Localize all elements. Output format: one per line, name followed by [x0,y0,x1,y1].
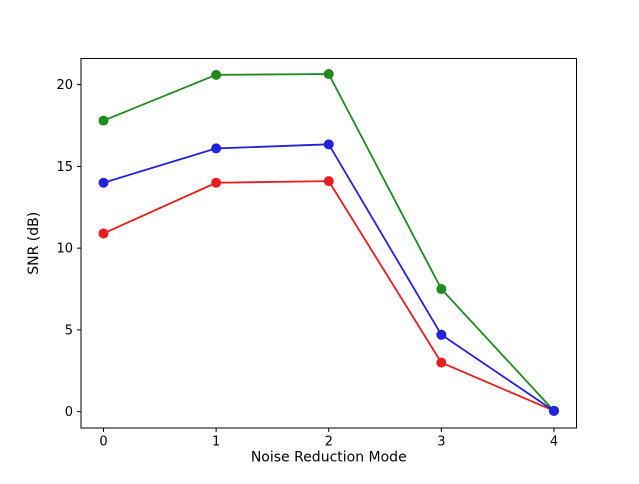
x-axis-tick-label: 3 [437,435,445,450]
green-series-marker [323,69,334,80]
green-series-marker [98,115,109,126]
green-series-marker [211,69,222,80]
y-axis-label: SNR (dB) [26,212,42,275]
y-axis-tick-label: 20 [56,78,73,93]
blue-series-marker [436,329,447,340]
blue-series-marker [548,405,559,416]
x-axis-tick-label: 2 [325,435,333,450]
x-axis-tick-label: 0 [99,435,107,450]
blue-series-marker [98,177,109,188]
y-axis-tick-label: 15 [56,160,73,175]
red-series-marker [211,177,222,188]
x-axis-label: Noise Reduction Mode [251,450,407,466]
y-axis-tick-label: 0 [65,405,73,420]
red-series-marker [98,228,109,239]
red-series-marker [323,176,334,187]
blue-series-marker [323,139,334,150]
y-axis-tick-label: 5 [65,323,73,338]
blue-series-marker [211,143,222,154]
red-series-marker [436,357,447,368]
x-axis-tick-label: 4 [550,435,558,450]
green-series-marker [436,284,447,295]
x-axis-tick-label: 1 [212,435,220,450]
y-axis-tick-label: 10 [56,242,73,257]
